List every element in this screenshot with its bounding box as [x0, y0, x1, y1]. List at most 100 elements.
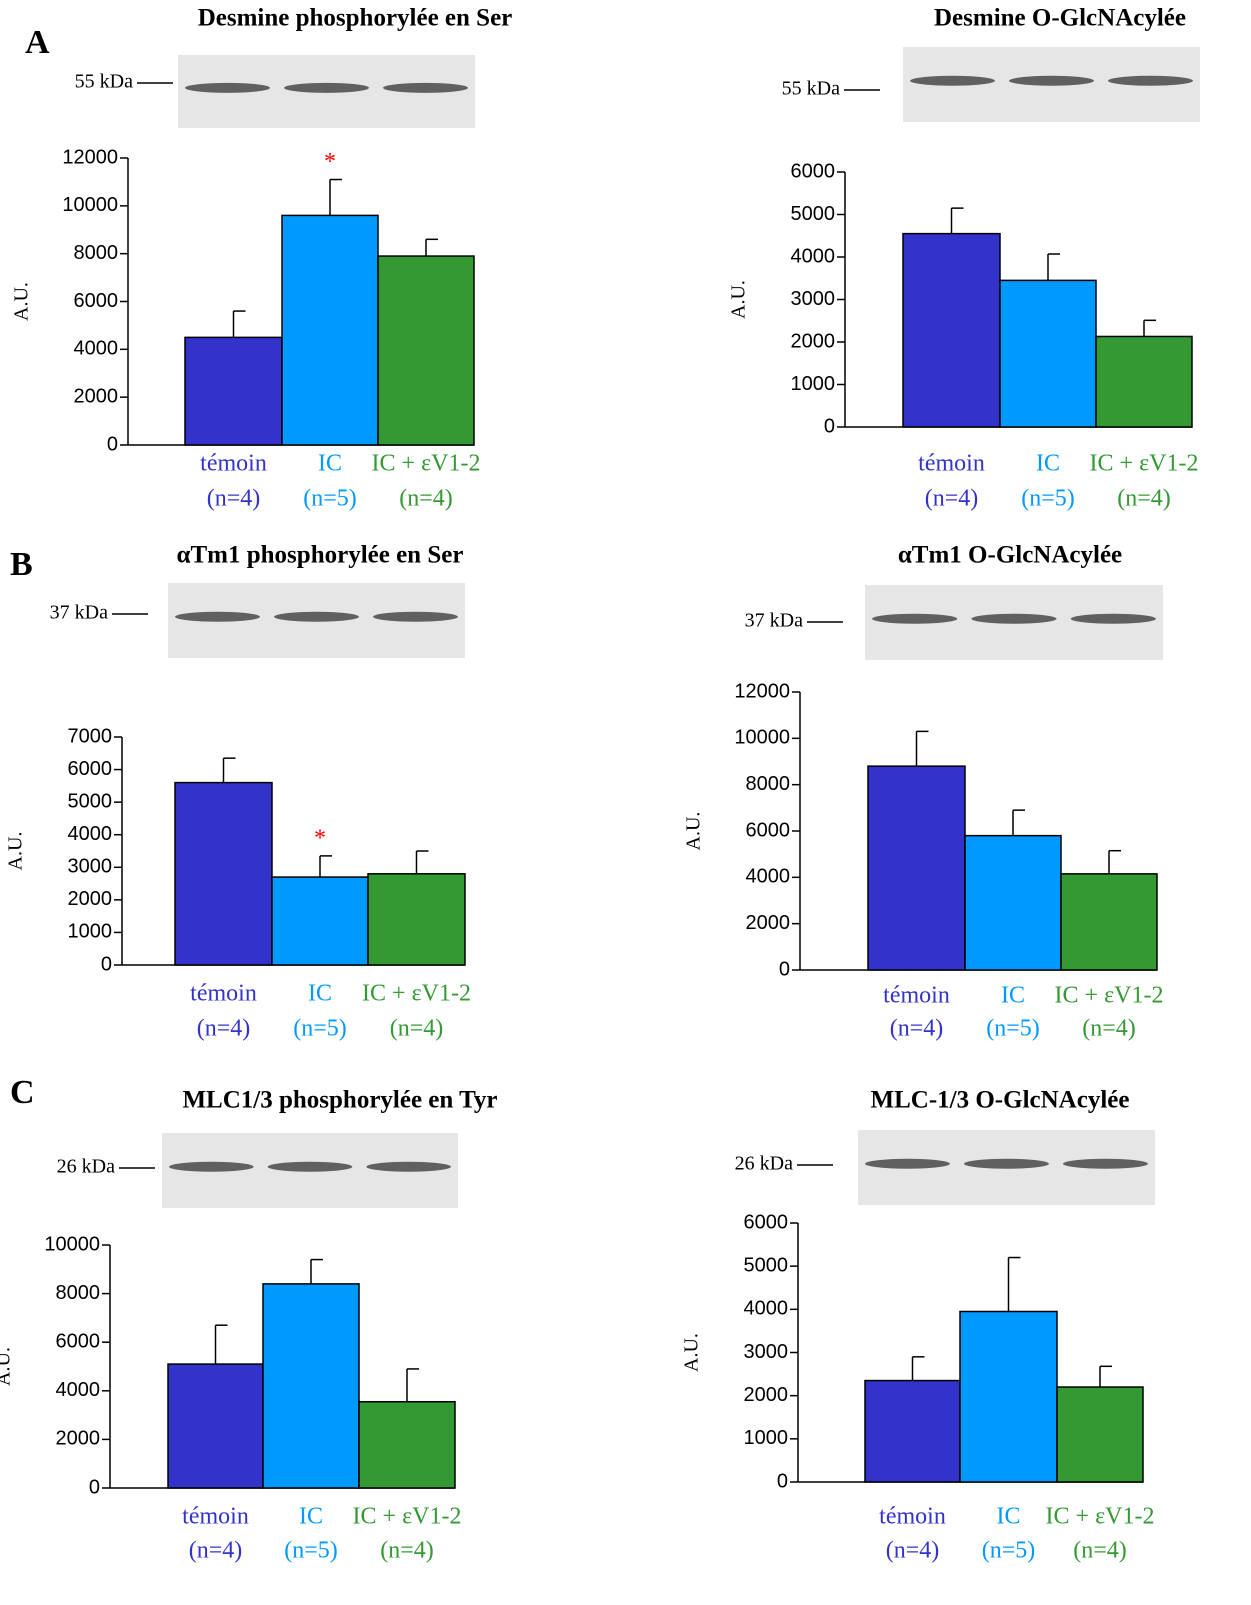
- y-tick-label: 6000: [56, 1330, 101, 1352]
- blot-band: [964, 1158, 1049, 1169]
- x-tick-label: IC: [299, 1504, 323, 1530]
- category-note: (n=4): [925, 486, 979, 512]
- blot-band: [366, 1161, 451, 1172]
- bar: [999, 279, 1097, 428]
- y-axis-label: A.U.: [5, 832, 27, 871]
- category-note: (n=4): [197, 1016, 251, 1042]
- y-tick-label: 10000: [44, 1233, 100, 1255]
- y-tick-label: 6000: [791, 160, 836, 182]
- x-tick-label: IC: [1001, 983, 1025, 1009]
- category-note: (n=4): [399, 486, 453, 512]
- blot-band: [267, 1161, 353, 1172]
- y-tick-label: 3000: [68, 856, 113, 878]
- x-tick-label: IC + εV1-2: [1055, 983, 1164, 1009]
- blot-band: [971, 613, 1057, 624]
- blot-band: [910, 75, 995, 86]
- blot-band: [1070, 613, 1156, 624]
- bar: [271, 876, 369, 966]
- blot-band: [373, 611, 458, 622]
- y-axis-label: A.U.: [0, 1347, 15, 1386]
- x-tick-label: témoin: [879, 1504, 946, 1530]
- blot-band: [872, 613, 958, 624]
- y-tick-label: 1000: [68, 921, 113, 943]
- category-note: (n=4): [1073, 1538, 1127, 1564]
- panel-label: B: [10, 546, 33, 583]
- y-tick-label: 0: [824, 415, 835, 437]
- category-note: (n=5): [303, 486, 357, 512]
- blot-marker: 26 kDa: [57, 1156, 115, 1178]
- y-tick-label: 8000: [56, 1282, 101, 1304]
- y-tick-label: 2000: [56, 1428, 101, 1450]
- y-tick-label: 6000: [746, 819, 791, 841]
- bar: [377, 255, 475, 446]
- y-tick-label: 12000: [734, 680, 790, 702]
- x-tick-label: témoin: [883, 983, 950, 1009]
- category-note: (n=5): [293, 1016, 347, 1042]
- x-tick-label: IC + εV1-2: [372, 451, 481, 477]
- category-note: (n=4): [207, 486, 261, 512]
- y-tick-label: 0: [779, 958, 790, 980]
- y-tick-label: 5000: [791, 203, 836, 225]
- panel-label: A: [25, 24, 50, 61]
- y-tick-label: 5000: [744, 1254, 789, 1276]
- chart-title: MLC-1/3 O-GlcNAcylée: [871, 1087, 1130, 1114]
- chart-title: Desmine O-GlcNAcylée: [934, 5, 1186, 32]
- bar: [358, 1400, 456, 1489]
- category-note: (n=5): [284, 1538, 338, 1564]
- category-note: (n=5): [982, 1538, 1036, 1564]
- chart-title: αTm1 O-GlcNAcylée: [898, 542, 1122, 569]
- y-tick-label: 1000: [791, 373, 836, 395]
- chart-title: Desmine phosphorylée en Ser: [198, 5, 513, 32]
- y-tick-label: 7000: [68, 725, 113, 747]
- blot-marker: 55 kDa: [75, 71, 133, 93]
- y-axis-label: A.U.: [681, 1333, 703, 1372]
- x-tick-label: IC: [1036, 451, 1060, 477]
- bar: [1056, 1386, 1144, 1483]
- category-note: (n=4): [1082, 1016, 1136, 1042]
- y-tick-label: 8000: [74, 242, 119, 264]
- x-tick-label: IC + εV1-2: [1046, 1504, 1155, 1530]
- category-note: (n=4): [390, 1016, 444, 1042]
- category-note: (n=4): [886, 1538, 940, 1564]
- category-note: (n=4): [890, 1016, 944, 1042]
- y-tick-label: 2000: [744, 1384, 789, 1406]
- chart-title: αTm1 phosphorylée en Ser: [177, 542, 464, 569]
- category-note: (n=4): [189, 1538, 243, 1564]
- blot-marker: 37 kDa: [50, 602, 108, 624]
- y-tick-label: 6000: [744, 1211, 789, 1233]
- y-tick-label: 0: [777, 1470, 788, 1492]
- bar: [281, 214, 379, 446]
- blot-band: [1108, 75, 1193, 86]
- bar: [367, 873, 466, 966]
- significance-marker: *: [324, 149, 336, 175]
- category-note: (n=4): [1117, 486, 1171, 512]
- y-axis-label: A.U.: [683, 812, 705, 851]
- x-tick-label: IC: [318, 451, 342, 477]
- x-tick-label: témoin: [918, 451, 985, 477]
- x-tick-label: témoin: [200, 451, 267, 477]
- x-tick-label: IC: [997, 1504, 1021, 1530]
- y-tick-label: 6000: [74, 290, 119, 312]
- bar: [902, 232, 1001, 428]
- blot-band: [169, 1161, 254, 1172]
- y-tick-label: 3000: [791, 288, 836, 310]
- bar: [184, 336, 283, 446]
- x-tick-label: IC + εV1-2: [362, 981, 471, 1007]
- category-note: (n=4): [380, 1538, 434, 1564]
- blot-marker: 55 kDa: [782, 78, 840, 100]
- y-tick-label: 4000: [74, 338, 119, 360]
- y-tick-label: 4000: [744, 1298, 789, 1320]
- y-tick-label: 10000: [734, 727, 790, 749]
- blot-band: [175, 611, 260, 622]
- bar: [867, 765, 966, 971]
- y-tick-label: 6000: [68, 758, 113, 780]
- y-tick-label: 8000: [746, 773, 791, 795]
- blot-band: [865, 1158, 950, 1169]
- blot-band: [1063, 1158, 1148, 1169]
- y-axis-label: A.U.: [11, 282, 33, 321]
- significance-marker: *: [314, 825, 326, 851]
- y-tick-label: 4000: [68, 823, 113, 845]
- x-tick-label: IC + εV1-2: [1090, 451, 1199, 477]
- bar: [1095, 335, 1193, 428]
